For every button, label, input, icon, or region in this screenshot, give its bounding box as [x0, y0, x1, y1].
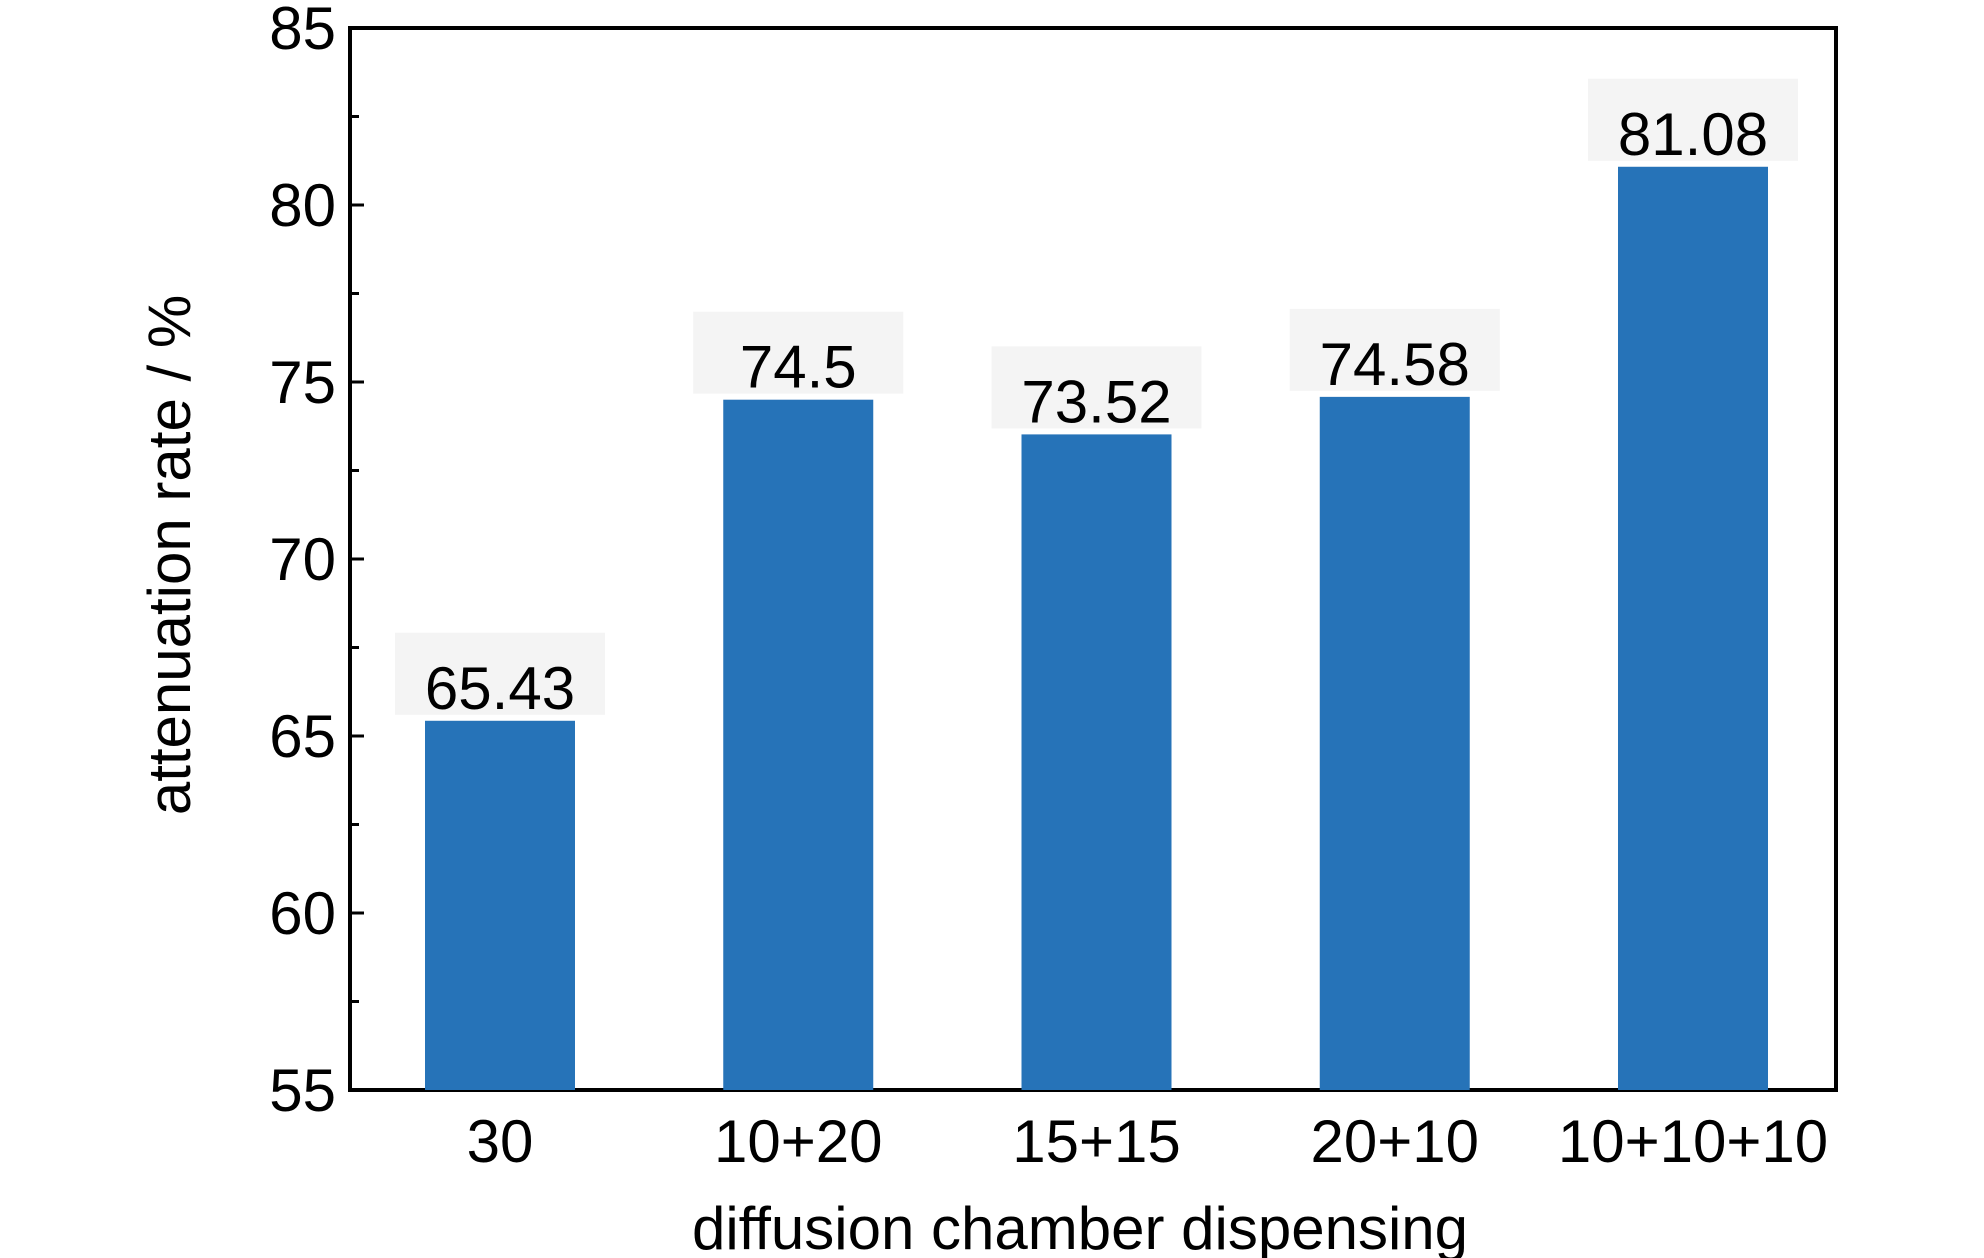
x-axis-title: diffusion chamber dispensing [692, 1195, 1468, 1258]
y-axis-title: attenuation rate / % [136, 295, 203, 815]
bars [395, 78, 1798, 1091]
x-tick-label: 30 [467, 1108, 534, 1175]
x-tick-label: 20+10 [1310, 1108, 1479, 1175]
value-label: 74.58 [1320, 331, 1470, 398]
value-label-background [991, 346, 1202, 429]
x-tick-label: 15+15 [1012, 1108, 1181, 1175]
value-label: 65.43 [425, 655, 575, 722]
bar [1618, 166, 1768, 1090]
y-tick-label: 80 [269, 172, 336, 239]
value-label: 74.5 [740, 334, 857, 401]
y-tick-label: 75 [269, 349, 336, 416]
y-tick-label: 55 [269, 1057, 336, 1124]
labels: 55 60 65 70 75 80 85 65.43 30 74.5 10+20 73.52 15+15… [269, 0, 1828, 1175]
y-tick-label: 65 [269, 703, 336, 770]
value-label: 81.08 [1618, 101, 1768, 168]
y-axis-ticks [350, 26, 364, 1092]
x-tick-label: 10+20 [714, 1108, 883, 1175]
value-label-background [395, 632, 605, 715]
value-label: 73.52 [1021, 368, 1171, 435]
y-tick-label: 60 [269, 880, 336, 947]
x-tick-label: 10+10+10 [1558, 1108, 1828, 1175]
value-label-background [693, 311, 904, 394]
bar [425, 720, 575, 1090]
y-tick-label: 85 [269, 0, 336, 62]
value-label-background [1289, 308, 1500, 391]
value-label-background [1588, 78, 1798, 161]
bar [1319, 396, 1470, 1090]
bar [1021, 434, 1172, 1091]
y-tick-label: 70 [269, 526, 336, 593]
bar [723, 399, 874, 1090]
